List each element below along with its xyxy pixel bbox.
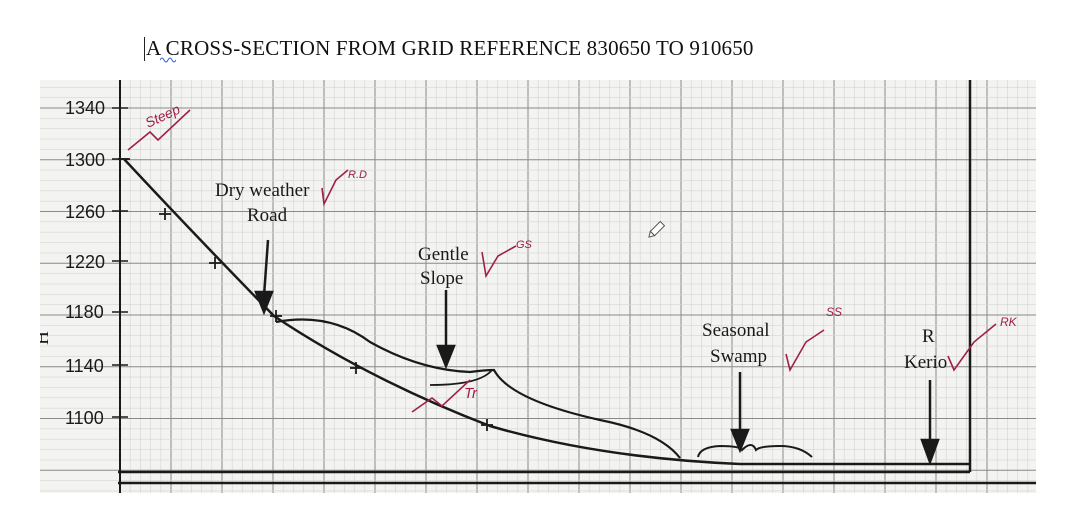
- page-title: A CROSS-SECTION FROM GRID REFERENCE 8306…: [146, 36, 754, 60]
- profile-curve: [123, 158, 970, 466]
- cross-section-graph: 1340 1300 1260 1220 1180 1140 1100 H: [40, 80, 1036, 493]
- arrow-gentle-slope: [436, 344, 456, 370]
- label-slope: Slope: [420, 268, 463, 289]
- y-tick-label: 1220: [65, 252, 105, 272]
- text-cursor: [144, 37, 145, 61]
- swamp-brace: [697, 444, 813, 458]
- overlay-curve: [275, 318, 681, 459]
- label-dry-weather: Dry weather: [215, 180, 310, 201]
- y-tick-label: 1260: [65, 202, 105, 222]
- label-seasonal: Seasonal: [702, 320, 770, 341]
- label-road: Road: [247, 205, 288, 226]
- mark-tr: Tr: [464, 385, 478, 402]
- y-tick-label: 1180: [65, 302, 104, 322]
- label-river-r: R: [922, 326, 935, 347]
- overlay-tail: [429, 369, 493, 386]
- profile-crosses: [118, 158, 493, 431]
- mark-rk: RK: [1000, 315, 1018, 329]
- pencil-cursor-icon: [648, 220, 666, 238]
- mark-gs: GS: [516, 239, 533, 251]
- y-tick-label: 1340: [65, 98, 105, 118]
- graph-paper-grid: [40, 80, 1036, 493]
- spellcheck-squiggle: [160, 57, 176, 63]
- y-tick-label: 1300: [65, 150, 105, 170]
- mark-ss: SS: [826, 305, 842, 319]
- arrow-river: [920, 438, 940, 466]
- y-tick-label: 1140: [65, 356, 104, 376]
- examiner-ticks: [127, 109, 997, 413]
- y-tick-labels: 1340 1300 1260 1220 1180 1140 1100: [65, 98, 105, 428]
- annotation-arrows: [254, 239, 940, 466]
- y-axis-label: H: [40, 331, 53, 345]
- label-swamp: Swamp: [710, 346, 767, 367]
- examiner-marks: Steep R.D GS Tr SS RK: [143, 101, 1018, 402]
- label-river-kerio: Kerio: [904, 352, 947, 373]
- arrow-road: [254, 290, 274, 316]
- y-tick-label: 1100: [65, 408, 104, 428]
- y-ticks: [112, 107, 128, 418]
- label-gentle: Gentle: [418, 244, 469, 265]
- arrow-swamp: [730, 428, 750, 454]
- mark-rd: R.D: [348, 169, 367, 181]
- mark-steep: Steep: [143, 101, 183, 131]
